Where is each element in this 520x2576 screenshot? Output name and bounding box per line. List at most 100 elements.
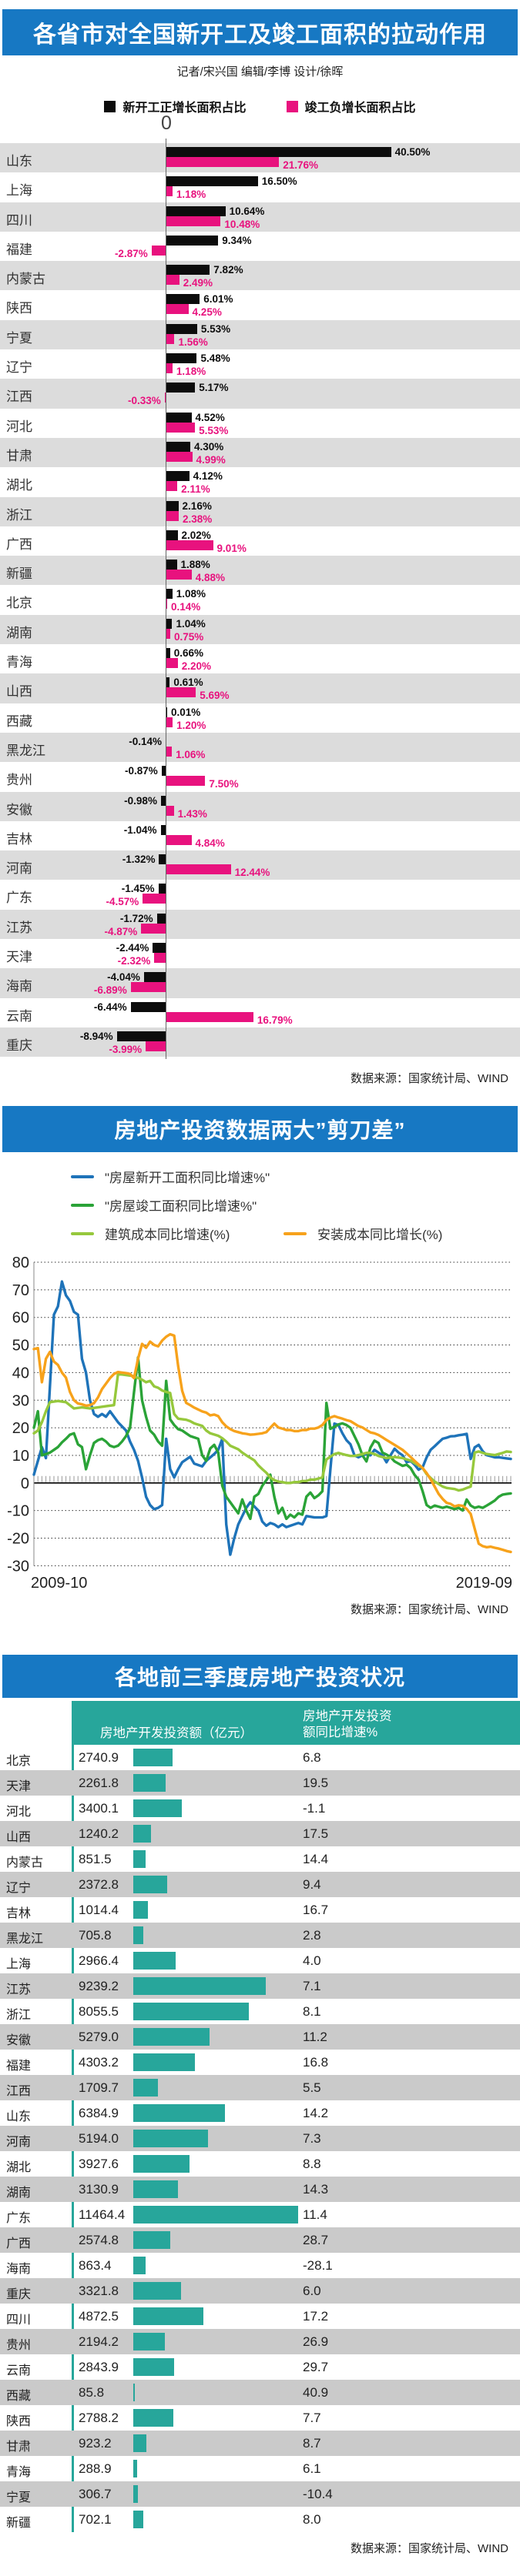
province-label: 黑龙江 xyxy=(6,743,45,758)
province-label: 甘肃 xyxy=(6,2441,32,2454)
investment-value: 306.7 xyxy=(79,2487,112,2501)
investment-bar xyxy=(133,2053,196,2071)
chart3-source: 数据来源：国家统计局、WIND xyxy=(351,2542,508,2555)
series-line xyxy=(32,1332,512,1554)
svg-text:60: 60 xyxy=(12,1310,29,1327)
investment-bar xyxy=(133,2511,144,2528)
province-label: 福建 xyxy=(6,242,32,257)
province-label: 上海 xyxy=(6,183,32,199)
table-row: 云南 2843.9 29.7 xyxy=(0,2354,520,2380)
province-label: 湖南 xyxy=(6,625,32,640)
table-row: 安徽 5279.0 11.2 xyxy=(0,2024,520,2050)
x-axis-start-label: 2009-10 xyxy=(31,1575,88,1592)
investment-value: 3321.8 xyxy=(79,2284,119,2298)
completions-bar xyxy=(166,157,280,167)
bar-value-label: 7.50% xyxy=(209,778,239,790)
province-label: 江苏 xyxy=(6,920,32,935)
completions-bar xyxy=(166,658,178,669)
new-starts-bar xyxy=(166,323,197,334)
province-row: 上海 16.50% 1.18% xyxy=(0,172,520,202)
table-row: 青海 288.9 6.1 xyxy=(0,2456,520,2481)
bar-value-label: 1.06% xyxy=(176,748,206,760)
province-row: 江苏 -1.72% -4.87% xyxy=(0,909,520,940)
growth-value: 40.9 xyxy=(303,2385,329,2400)
growth-value: 7.1 xyxy=(303,1979,321,1993)
series-line xyxy=(32,1355,512,1521)
province-label: 山东 xyxy=(6,154,32,169)
svg-text:-20: -20 xyxy=(7,1531,29,1548)
investment-bar xyxy=(133,2409,174,2427)
province-label: 辽宁 xyxy=(6,360,32,376)
province-label: 天津 xyxy=(6,1780,32,1793)
province-label: 青海 xyxy=(6,2466,32,2479)
bar-value-label: 5.53% xyxy=(200,322,231,335)
bar-value-label: 4.88% xyxy=(195,572,226,584)
table-row: 黑龙江 705.8 2.8 xyxy=(0,1923,520,1948)
completions-bar xyxy=(166,717,173,727)
province-row: 浙江 2.16% 2.38% xyxy=(0,496,520,526)
bar-value-label: 1.43% xyxy=(177,807,207,820)
completions-bar xyxy=(166,570,192,580)
province-label: 山西 xyxy=(6,1831,32,1844)
svg-text:50: 50 xyxy=(12,1338,29,1355)
province-row: 宁夏 5.53% 1.56% xyxy=(0,319,520,350)
svg-text:40: 40 xyxy=(12,1365,29,1382)
growth-value: 14.4 xyxy=(303,1852,329,1866)
growth-value: -28.1 xyxy=(303,2258,333,2273)
province-label: 四川 xyxy=(6,212,32,228)
growth-value: 11.2 xyxy=(303,2030,327,2044)
province-label: 上海 xyxy=(6,1958,32,1971)
completions-bar xyxy=(166,834,192,845)
province-row: 山西 0.61% 5.69% xyxy=(0,673,520,703)
new-starts-bar xyxy=(166,383,196,393)
investment-value: 4303.2 xyxy=(79,2055,119,2070)
province-label: 浙江 xyxy=(6,2009,32,2022)
province-row: 甘肃 4.30% 4.99% xyxy=(0,437,520,468)
table-row: 广西 2574.8 28.7 xyxy=(0,2227,520,2253)
province-row: 北京 1.08% 0.14% xyxy=(0,585,520,614)
growth-value: 28.7 xyxy=(303,2233,329,2247)
growth-value: 8.0 xyxy=(303,2512,321,2527)
province-label: 青海 xyxy=(6,655,32,670)
svg-text:-30: -30 xyxy=(7,1558,29,1575)
province-row: 海南 -4.04% -6.89% xyxy=(0,968,520,998)
province-label: 北京 xyxy=(6,596,32,611)
legend-label: "房屋竣工面积同比增速%" xyxy=(105,1199,257,1214)
province-label: 江苏 xyxy=(6,1983,32,1996)
bar-value-label: -0.87% xyxy=(124,765,158,777)
bar-value-label: 2.38% xyxy=(182,513,213,525)
table-row: 陕西 2788.2 7.7 xyxy=(0,2405,520,2431)
bar-value-label: -8.94% xyxy=(79,1030,113,1042)
investment-value: 5279.0 xyxy=(79,2030,119,2044)
new-starts-bar xyxy=(166,471,190,482)
new-starts-bar xyxy=(156,913,166,924)
province-label: 河北 xyxy=(6,419,32,434)
bar-value-label: 1.88% xyxy=(180,559,210,571)
column-header-growth-line2: 额同比增速% xyxy=(303,1726,378,1739)
investment-value: 4872.5 xyxy=(79,2309,119,2324)
series-line xyxy=(32,1280,512,1556)
bar-value-label: -1.04% xyxy=(123,824,157,836)
province-label: 河南 xyxy=(6,2136,32,2149)
growth-value: 4.0 xyxy=(303,1953,321,1968)
investment-bar xyxy=(133,2231,171,2249)
column-header-investment: 房地产开发投资额（亿元） xyxy=(100,1726,253,1740)
bar-value-label: 4.99% xyxy=(196,453,226,466)
investment-value: 3400.1 xyxy=(79,1801,119,1816)
table-row: 重庆 3321.8 6.0 xyxy=(0,2278,520,2304)
province-row: 广西 2.02% 9.01% xyxy=(0,526,520,556)
table-row: 湖南 3130.9 14.3 xyxy=(0,2177,520,2202)
investment-bar xyxy=(133,2307,203,2325)
legend-label: 建筑成本同比增速(%) xyxy=(105,1228,230,1242)
province-row: 湖南 1.04% 0.75% xyxy=(0,614,520,645)
bar-value-label: -0.14% xyxy=(129,735,162,747)
investment-value: 851.5 xyxy=(79,1852,112,1866)
province-label: 宁夏 xyxy=(6,330,32,346)
completions-bar xyxy=(166,1011,253,1022)
completions-bar xyxy=(166,422,196,433)
bar-value-label: 9.01% xyxy=(216,542,247,554)
bar-value-label: 0.75% xyxy=(174,630,204,643)
bar-value-label: 1.18% xyxy=(176,366,206,378)
province-label: 黑龙江 xyxy=(6,1933,44,1946)
